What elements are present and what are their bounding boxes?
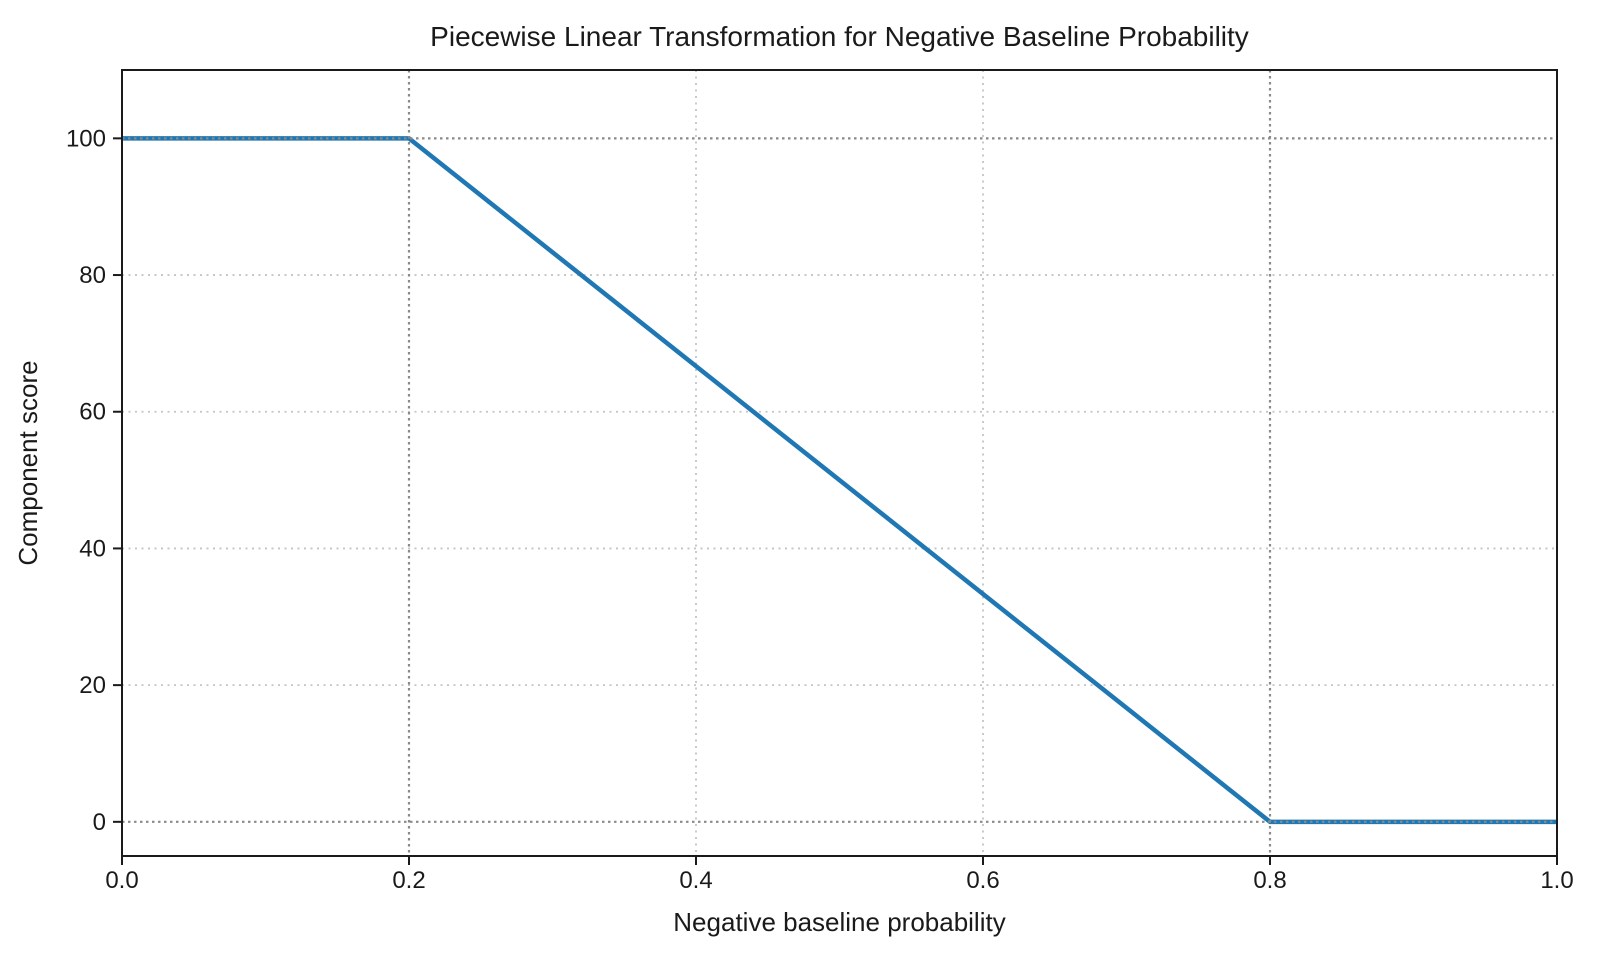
chart-title: Piecewise Linear Transformation for Nega… [430, 21, 1249, 52]
y-tick-label: 100 [66, 125, 106, 152]
x-tick-label: 0.8 [1253, 867, 1286, 894]
x-tick-label: 0.6 [966, 867, 999, 894]
y-axis-label: Component score [13, 360, 43, 565]
x-tick-label: 0.0 [105, 867, 138, 894]
y-tick-label: 40 [79, 535, 106, 562]
y-tick-label: 60 [79, 399, 106, 426]
x-axis-label: Negative baseline probability [673, 907, 1005, 937]
data-line [122, 136, 1557, 825]
gridlines [122, 70, 1557, 856]
y-tick-label: 80 [79, 262, 106, 289]
reference-lines [122, 70, 1557, 856]
y-tick-label: 0 [93, 809, 106, 836]
x-tick-label: 1.0 [1540, 867, 1573, 894]
axis-ticks [113, 137, 1558, 865]
plot-border [121, 69, 1558, 857]
x-tick-label: 0.4 [679, 867, 712, 894]
x-tick-label: 0.2 [392, 867, 425, 894]
y-tick-label: 20 [79, 672, 106, 699]
tick-labels: 0.0 0.2 0.4 0.6 0.8 1.0 0 20 40 60 80 100 [66, 125, 1574, 894]
